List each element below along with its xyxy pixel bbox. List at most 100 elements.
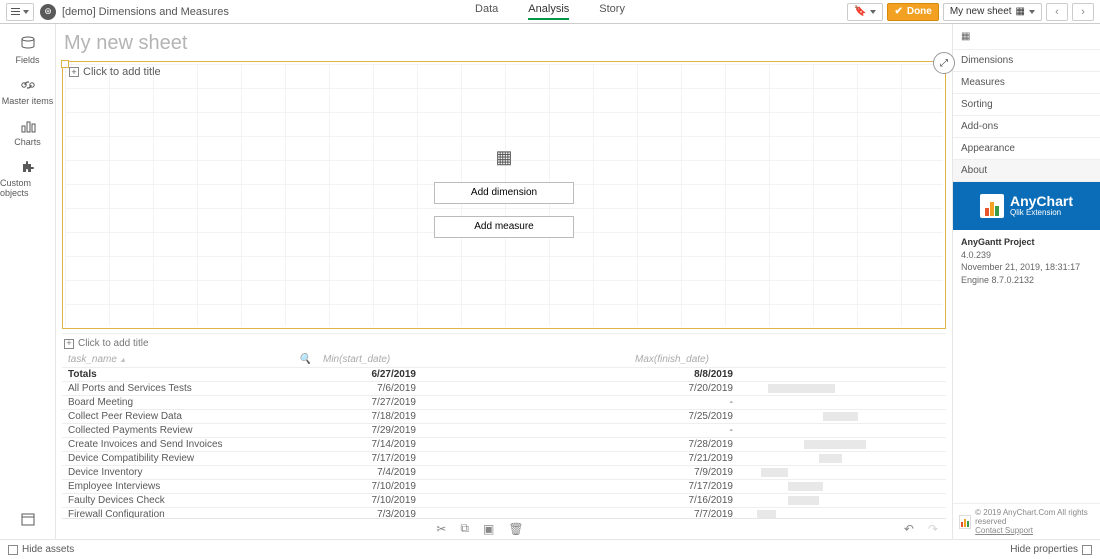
tab-data[interactable]: Data xyxy=(475,3,498,20)
resize-handle[interactable] xyxy=(61,60,69,68)
table-row[interactable]: Collect Peer Review Data7/18/20197/25/20… xyxy=(62,409,946,423)
cut-icon[interactable]: ✂ xyxy=(436,522,446,536)
table-title-text: Click to add title xyxy=(78,338,149,349)
database-icon xyxy=(20,36,36,52)
extension-meta: AnyGantt Project 4.0.239 November 21, 20… xyxy=(953,230,1100,292)
prop-sorting[interactable]: Sorting xyxy=(953,94,1100,116)
status-bar: Hide assets Hide properties xyxy=(0,539,1100,559)
banner-subtitle: Qlik Extension xyxy=(1010,209,1073,218)
app-title: [demo] Dimensions and Measures xyxy=(62,6,229,18)
anychart-logo-icon xyxy=(980,194,1004,218)
chevron-down-icon xyxy=(1029,10,1035,14)
undo-icon[interactable]: ↶ xyxy=(904,522,914,536)
table-row[interactable]: Board Meeting7/27/2019- xyxy=(62,395,946,409)
copy-icon[interactable]: ⧉ xyxy=(460,521,469,536)
search-icon[interactable]: 🔍 xyxy=(299,354,311,365)
assets-fields-label: Fields xyxy=(15,55,39,65)
col-task[interactable]: task_name▴🔍 xyxy=(62,353,317,367)
tab-analysis[interactable]: Analysis xyxy=(528,3,569,20)
bookmark-dropdown[interactable] xyxy=(847,3,883,21)
table-row[interactable]: Device Compatibility Review7/17/20197/21… xyxy=(62,451,946,465)
copyright-text: © 2019 AnyChart.Com All rights reserved xyxy=(975,508,1094,526)
properties-panel: ▦ Dimensions Measures Sorting Add-ons Ap… xyxy=(952,24,1100,539)
table-row[interactable]: Firewall Configuration7/3/20197/7/2019 xyxy=(62,507,946,518)
sheet-selector[interactable]: My new sheet ▦ xyxy=(943,3,1042,21)
totals-row: Totals6/27/20198/8/2019 xyxy=(62,367,946,381)
chevron-down-icon xyxy=(23,10,29,14)
check-icon: ✔ xyxy=(894,6,902,17)
calendar-icon xyxy=(20,511,36,527)
add-measure-button[interactable]: Add measure xyxy=(434,216,574,238)
collapse-icon[interactable] xyxy=(1082,545,1092,555)
prop-addons[interactable]: Add-ons xyxy=(953,116,1100,138)
assets-calendar[interactable] xyxy=(0,507,55,531)
table-row[interactable]: Device Inventory7/4/20197/9/2019 xyxy=(62,465,946,479)
chart-icon xyxy=(20,118,36,134)
panel-footer: © 2019 AnyChart.Com All rights reserved … xyxy=(953,503,1100,539)
collapse-icon[interactable] xyxy=(8,545,18,555)
col-start[interactable]: Min(start_date) xyxy=(317,353,422,367)
assets-master-items[interactable]: Master items xyxy=(0,73,55,110)
view-tabs: Data Analysis Story xyxy=(475,3,625,20)
ext-name: AnyGantt Project xyxy=(961,236,1092,249)
menu-dropdown[interactable] xyxy=(6,3,34,21)
properties-header: ▦ xyxy=(953,24,1100,50)
prop-about[interactable]: About xyxy=(953,160,1100,182)
assets-master-label: Master items xyxy=(2,96,54,106)
expand-button[interactable]: ⤢ xyxy=(933,52,955,74)
table-row[interactable]: Faulty Devices Check7/10/20197/16/2019 xyxy=(62,493,946,507)
hide-properties-button[interactable]: Hide properties xyxy=(1010,544,1078,555)
hide-assets-button[interactable]: Hide assets xyxy=(22,544,74,555)
plus-icon: + xyxy=(64,339,74,349)
add-dimension-button[interactable]: Add dimension xyxy=(434,182,574,204)
paste-icon[interactable]: ▣ xyxy=(483,522,494,536)
app-icon: ⊛ xyxy=(40,4,56,20)
sheet-selector-label: My new sheet xyxy=(950,6,1012,17)
sheet-grid-icon: ▦ xyxy=(1016,6,1025,17)
assets-panel: Fields Master items Charts Custom object… xyxy=(0,24,56,539)
table-row[interactable]: All Ports and Services Tests7/6/20197/20… xyxy=(62,381,946,395)
object-title-placeholder[interactable]: + Click to add title xyxy=(69,66,161,78)
gantt-table: task_name▴🔍 Min(start_date) Max(finish_d… xyxy=(62,353,946,518)
assets-charts-label: Charts xyxy=(14,137,41,147)
assets-fields[interactable]: Fields xyxy=(0,32,55,69)
table-icon: ▦ xyxy=(961,31,970,42)
table-row[interactable]: Create Invoices and Send Invoices7/14/20… xyxy=(62,437,946,451)
link-icon xyxy=(20,77,36,93)
prop-appearance[interactable]: Appearance xyxy=(953,138,1100,160)
ext-version: 4.0.239 xyxy=(961,249,1092,262)
sheet-canvas: My new sheet ⤢ + Click to add title ▦ Ad… xyxy=(56,24,952,539)
table-row[interactable]: Collected Payments Review7/29/2019- xyxy=(62,423,946,437)
hamburger-icon xyxy=(11,8,20,15)
ext-date: November 21, 2019, 18:31:17 xyxy=(961,261,1092,274)
support-link[interactable]: Contact Support xyxy=(975,526,1033,535)
top-bar: ⊛ [demo] Dimensions and Measures Data An… xyxy=(0,0,1100,24)
done-button[interactable]: ✔ Done xyxy=(887,3,938,21)
ext-engine: Engine 8.7.0.2132 xyxy=(961,274,1092,287)
anychart-logo-icon xyxy=(959,515,971,529)
prop-dimensions[interactable]: Dimensions xyxy=(953,50,1100,72)
anychart-banner: AnyChart Qlik Extension xyxy=(953,182,1100,230)
table-icon: ▦ xyxy=(495,147,512,168)
assets-charts[interactable]: Charts xyxy=(0,114,55,151)
table-row[interactable]: Employee Interviews7/10/20197/17/2019 xyxy=(62,479,946,493)
prev-sheet-button[interactable]: ‹ xyxy=(1046,3,1068,21)
assets-custom-label: Custom objects xyxy=(0,178,55,198)
puzzle-icon xyxy=(20,159,36,175)
prop-measures[interactable]: Measures xyxy=(953,72,1100,94)
assets-custom-objects[interactable]: Custom objects xyxy=(0,155,55,202)
delete-icon[interactable]: 🗑 xyxy=(508,522,523,536)
next-sheet-button[interactable]: › xyxy=(1072,3,1094,21)
sheet-title[interactable]: My new sheet xyxy=(62,28,946,61)
table-title-placeholder[interactable]: + Click to add title xyxy=(62,334,946,353)
banner-title: AnyChart xyxy=(1010,194,1073,209)
plus-icon: + xyxy=(69,67,79,77)
chart-placeholder[interactable]: ⤢ + Click to add title ▦ Add dimension A… xyxy=(62,61,946,329)
tab-story[interactable]: Story xyxy=(599,3,625,20)
col-finish[interactable]: Max(finish_date) xyxy=(629,353,739,367)
done-label: Done xyxy=(907,6,932,17)
chevron-down-icon xyxy=(870,10,876,14)
gantt-table-object[interactable]: + Click to add title task_name▴🔍 Min(sta… xyxy=(62,333,946,518)
redo-icon[interactable]: ↷ xyxy=(928,522,938,536)
object-title-text: Click to add title xyxy=(83,66,161,78)
